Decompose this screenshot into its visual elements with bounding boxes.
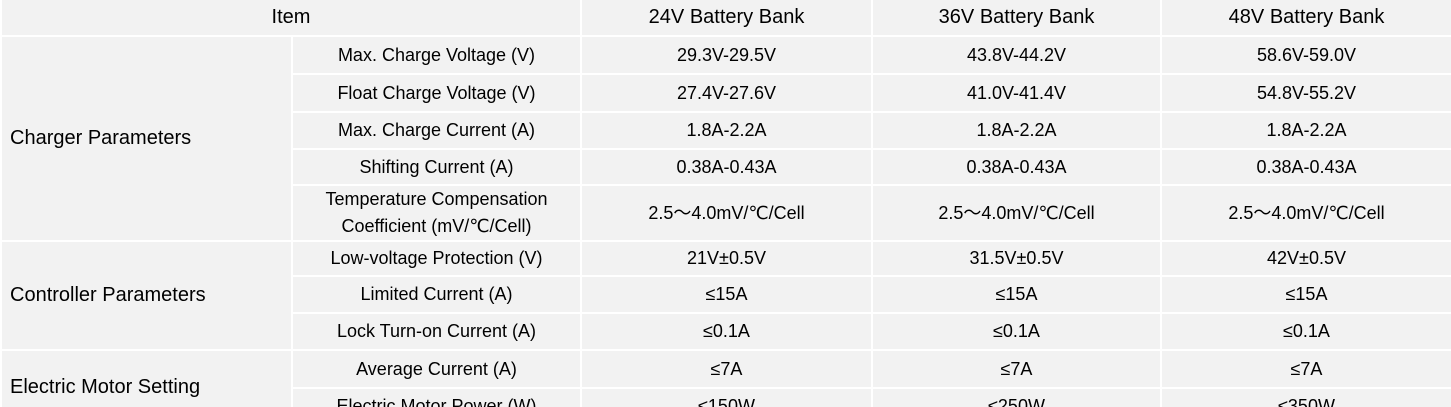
header-cell: 48V Battery Bank [1162, 0, 1451, 35]
value-cell: 2.5～4.0mV/℃/Cell [873, 186, 1160, 240]
value-cell: 58.6V-59.0V [1162, 37, 1451, 73]
value-cell: 31.5V±0.5V [873, 242, 1160, 275]
table-row: Electric Motor Power (W) ≤150W ≤250W ≤350W [2, 389, 1451, 407]
value-cell: ≤150W [582, 389, 871, 407]
value-cell: ≤0.1A [582, 314, 871, 349]
parameter-cell: Max. Charge Voltage (V) [293, 37, 580, 73]
parameter-cell: Lock Turn-on Current (A) [293, 314, 580, 349]
value-cell: ≤15A [1162, 277, 1451, 312]
group-label: Charger Parameters [2, 37, 291, 240]
parameter-cell: Average Current (A) [293, 351, 580, 387]
table-row: Shifting Current (A) 0.38A-0.43A 0.38A-0.4… [2, 150, 1451, 184]
value-cell: 1.8A-2.2A [873, 113, 1160, 148]
value-cell: 42V±0.5V [1162, 242, 1451, 275]
table-row: Electric Motor Setting Average Current (A… [2, 351, 1451, 407]
value-cell: 54.8V-55.2V [1162, 75, 1451, 111]
parameter-cell: Limited Current (A) [293, 277, 580, 312]
table-row: Lock Turn-on Current (A) ≤0.1A ≤0.1A ≤0.1A [2, 314, 1451, 349]
parameter-cell: Max. Charge Current (A) [293, 113, 580, 148]
table-row: Max. Charge Current (A) 1.8A-2.2A 1.8A-2.2… [2, 113, 1451, 148]
parameter-cell: Low-voltage Protection (V) [293, 242, 580, 275]
table-row: Temperature Compensation Coefficient (mV… [2, 186, 1451, 240]
value-cell: ≤7A [582, 351, 871, 387]
value-cell: 0.38A-0.43A [582, 150, 871, 184]
value-cell: 21V±0.5V [582, 242, 871, 275]
value-cell: ≤0.1A [1162, 314, 1451, 349]
value-cell: 43.8V-44.2V [873, 37, 1160, 73]
header-cell: 36V Battery Bank [873, 0, 1160, 35]
parameter-cell: Float Charge Voltage (V) [293, 75, 580, 111]
parameter-cell: Electric Motor Power (W) [293, 389, 580, 407]
table-row: Float Charge Voltage (V) 27.4V-27.6V 41.0V… [2, 75, 1451, 111]
value-cell: 1.8A-2.2A [1162, 113, 1451, 148]
table-row: Controller Parameters Low-voltage Protect… [2, 242, 1451, 349]
value-cell: 0.38A-0.43A [873, 150, 1160, 184]
value-cell: ≤15A [582, 277, 871, 312]
table-row: Charger Parameters Max. Charge Voltage (V… [2, 37, 1451, 240]
value-cell: ≤350W [1162, 389, 1451, 407]
value-cell: ≤7A [873, 351, 1160, 387]
value-cell: 0.38A-0.43A [1162, 150, 1451, 184]
header-cell: 24V Battery Bank [582, 0, 871, 35]
value-cell: 27.4V-27.6V [582, 75, 871, 111]
value-cell: 2.5～4.0mV/℃/Cell [1162, 186, 1451, 240]
header-cell: Item [2, 0, 580, 35]
value-cell: ≤0.1A [873, 314, 1160, 349]
value-cell: 41.0V-41.4V [873, 75, 1160, 111]
value-cell: 2.5～4.0mV/℃/Cell [582, 186, 871, 240]
group-label: Controller Parameters [2, 242, 291, 349]
parameter-cell: Temperature Compensation Coefficient (mV… [293, 186, 580, 240]
parameter-cell: Shifting Current (A) [293, 150, 580, 184]
value-cell: 29.3V-29.5V [582, 37, 871, 73]
group-label: Electric Motor Setting [2, 351, 291, 407]
value-cell: ≤250W [873, 389, 1160, 407]
table-row: Item 24V Battery Bank 36V Battery Bank 48V … [2, 0, 1451, 35]
table-row: Limited Current (A) ≤15A ≤15A ≤15A [2, 277, 1451, 312]
value-cell: ≤15A [873, 277, 1160, 312]
value-cell: 1.8A-2.2A [582, 113, 871, 148]
value-cell: ≤7A [1162, 351, 1451, 387]
